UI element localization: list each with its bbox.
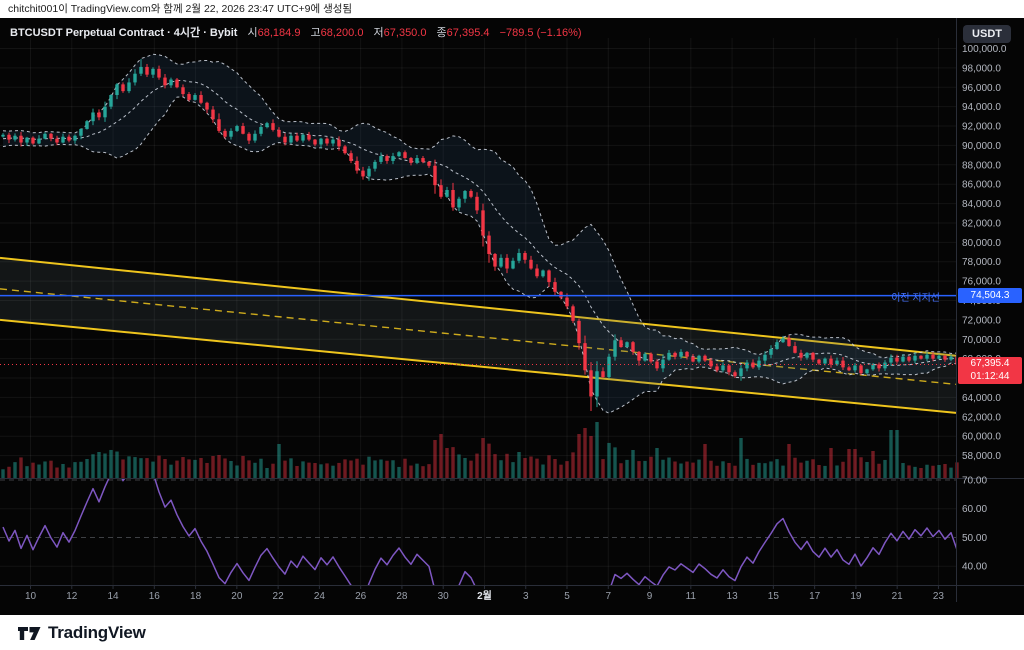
low-label: 저 xyxy=(373,27,384,39)
date-tick-label: 23 xyxy=(933,591,945,602)
last-price-axis-badge: 67,395.4 01:12:44 xyxy=(958,357,1022,384)
tradingview-wordmark: TradingView xyxy=(48,622,146,642)
price-tick-label: 60,000.0 xyxy=(962,432,1001,443)
date-tick-label: 18 xyxy=(190,591,202,602)
date-axis[interactable]: 10 12 14 16 18 20 22 24 26 28 30 2월 3 5 7 9 11 13 15 17 19 21… xyxy=(25,585,945,602)
tradingview-logo-mark xyxy=(18,626,41,640)
open-value: 68,184.9 xyxy=(257,27,301,39)
price-tick-label: 70,000.0 xyxy=(962,335,1001,346)
date-tick-label: 12 xyxy=(66,591,78,602)
price-tick-label: 96,000.0 xyxy=(962,83,1001,94)
change-value: −789.5 (−1.16%) xyxy=(499,27,582,39)
tradingview-logo[interactable]: TradingView xyxy=(18,623,146,643)
date-tick-label: 2월 xyxy=(477,590,492,602)
date-tick-label: 22 xyxy=(273,591,285,602)
date-tick-label: 5 xyxy=(564,591,570,602)
footer-bar: TradingView xyxy=(0,615,1024,650)
close-value: 67,395.4 xyxy=(446,27,490,39)
symbol-ohlc-row[interactable]: BTCUSDT Perpetual Contract · 4시간 · Bybit… xyxy=(10,24,582,40)
descending-channel[interactable] xyxy=(0,256,956,414)
date-tick-label: 3 xyxy=(523,591,529,602)
date-tick-label: 26 xyxy=(355,591,367,602)
price-axis[interactable]: 100,000.0 98,000.0 96,000.0 94,000.0 92,000.… xyxy=(962,44,1007,573)
date-tick-label: 24 xyxy=(314,591,326,602)
date-tick-label: 10 xyxy=(25,591,37,602)
support-line-label[interactable]: 이전 지지선 xyxy=(891,293,940,304)
volume-bars xyxy=(1,422,959,478)
date-tick-label: 16 xyxy=(149,591,161,602)
date-tick-label: 14 xyxy=(107,591,119,602)
date-tick-label: 21 xyxy=(892,591,904,602)
price-tick-label: 58,000.0 xyxy=(962,451,1001,462)
price-tick-label: 80,000.0 xyxy=(962,238,1001,249)
price-tick-label: 64,000.0 xyxy=(962,393,1001,404)
date-tick-label: 11 xyxy=(686,591,697,602)
date-tick-label: 28 xyxy=(396,591,408,602)
date-tick-label: 9 xyxy=(647,591,653,602)
attribution-bar: chitchit001이 TradingView.com와 함께 2월 22, … xyxy=(0,0,1024,18)
date-tick-label: 19 xyxy=(850,591,862,602)
high-value: 68,200.0 xyxy=(320,27,364,39)
price-tick-label: 62,000.0 xyxy=(962,412,1001,423)
currency-toggle-button[interactable]: USDT xyxy=(963,25,1011,43)
price-tick-label: 92,000.0 xyxy=(962,122,1001,133)
price-tick-label: 82,000.0 xyxy=(962,218,1001,229)
low-value: 67,350.0 xyxy=(383,27,427,39)
price-tick-label: 72,000.0 xyxy=(962,315,1001,326)
date-tick-label: 7 xyxy=(605,591,611,602)
date-tick-label: 17 xyxy=(809,591,821,602)
open-label: 시 xyxy=(247,27,258,39)
chart-canvas[interactable]: 100,000.0 98,000.0 96,000.0 94,000.0 92,000.… xyxy=(0,18,1024,615)
rsi-tick-label: 60.00 xyxy=(962,504,987,515)
date-tick-label: 30 xyxy=(438,591,450,602)
price-tick-label: 84,000.0 xyxy=(962,199,1001,210)
last-price-value: 67,395.4 xyxy=(970,358,1010,369)
bar-countdown: 01:12:44 xyxy=(970,371,1010,382)
rsi-tick-label: 70.00 xyxy=(962,476,987,487)
support-price-axis-badge: 74,504.3 xyxy=(958,288,1022,303)
price-chart-svg[interactable]: 100,000.0 98,000.0 96,000.0 94,000.0 92,000.… xyxy=(0,18,1024,615)
bollinger-bands xyxy=(2,53,956,414)
rsi-tick-label: 50.00 xyxy=(962,533,987,544)
price-tick-label: 86,000.0 xyxy=(962,180,1001,191)
price-tick-label: 76,000.0 xyxy=(962,277,1001,288)
rsi-indicator xyxy=(2,479,956,585)
price-tick-label: 88,000.0 xyxy=(962,160,1001,171)
price-tick-label: 78,000.0 xyxy=(962,257,1001,268)
price-tick-label: 98,000.0 xyxy=(962,63,1001,74)
symbol-title[interactable]: BTCUSDT Perpetual Contract · 4시간 · Bybit xyxy=(10,27,238,39)
date-tick-label: 15 xyxy=(768,591,780,602)
high-label: 고 xyxy=(310,27,321,39)
rsi-tick-label: 40.00 xyxy=(962,562,987,573)
price-tick-label: 90,000.0 xyxy=(962,141,1001,152)
candlesticks xyxy=(1,59,956,411)
date-tick-label: 20 xyxy=(231,591,243,602)
price-tick-label: 100,000.0 xyxy=(962,44,1007,55)
date-tick-label: 13 xyxy=(727,591,739,602)
attribution-text: chitchit001이 TradingView.com와 함께 2월 22, … xyxy=(8,3,353,15)
price-tick-label: 94,000.0 xyxy=(962,102,1001,113)
close-label: 종 xyxy=(436,27,447,39)
